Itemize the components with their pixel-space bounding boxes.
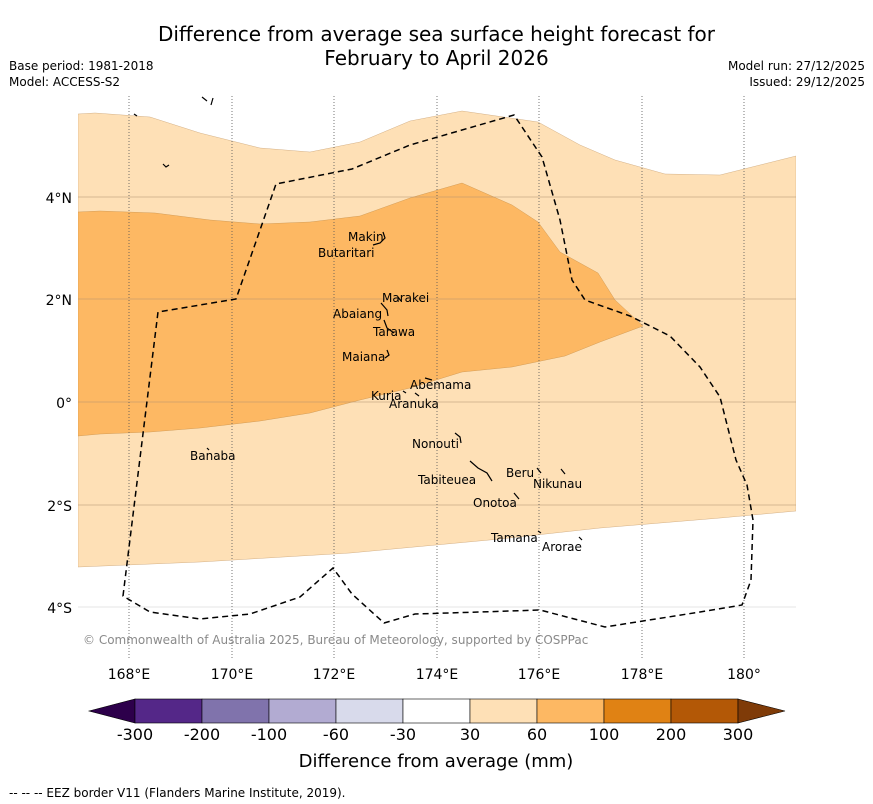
- lon-tick-168e: 168°E: [108, 667, 151, 683]
- colorbar-tick: 30: [460, 725, 480, 744]
- island-abaiang: [380, 302, 389, 317]
- island-tabiteuea: [469, 460, 493, 482]
- lon-tick-180: 180°: [727, 667, 761, 683]
- colorbar-ticks: -300 -200 -100 -60 -30 30 60 100 200 300: [117, 725, 753, 744]
- label-makin: Makin: [348, 230, 384, 244]
- islands: [133, 113, 583, 541]
- colorbar-tick: -30: [390, 725, 416, 744]
- label-arorae: Arorae: [542, 540, 582, 554]
- title-line-2: February to April 2026: [324, 46, 549, 70]
- island-arorae: [578, 536, 583, 541]
- issued-date: Issued: 29/12/2025: [749, 75, 865, 89]
- island-nonouti: [454, 432, 462, 444]
- lat-tick-2s: 2°S: [47, 499, 72, 515]
- island-makin: [372, 231, 386, 246]
- lon-gridlines: [128, 96, 745, 658]
- colorbar-tick: -100: [251, 725, 287, 744]
- label-maiana: Maiana: [342, 350, 385, 364]
- map-area: Makin Butaritari Marakei Abaiang Tarawa …: [78, 96, 796, 658]
- eez-footnote: -- -- -- EEZ border V11 (Flanders Marine…: [9, 786, 346, 800]
- island-north-a: [133, 113, 138, 117]
- label-abaiang: Abaiang: [333, 307, 382, 321]
- title-line-1: Difference from average sea surface heig…: [157, 22, 716, 46]
- base-period: Base period: 1981-2018: [9, 59, 154, 73]
- colorbar-tick: -60: [323, 725, 349, 744]
- island-marakei: [397, 296, 402, 302]
- colorbar-bin-p100-p200: [603, 698, 672, 724]
- lat-tick-0: 0°: [56, 396, 72, 412]
- colorbar-tick: 300: [723, 725, 754, 744]
- label-aranuka: Aranuka: [389, 397, 439, 411]
- colorbar-bin-n200-n100: [201, 698, 270, 724]
- colorbar-extend-low: [87, 698, 136, 724]
- copyright-notice: © Commonwealth of Australia 2025, Bureau…: [83, 633, 588, 647]
- colorbar-tick: 200: [656, 725, 687, 744]
- model-run: Model run: 27/12/2025: [727, 59, 865, 73]
- lon-tick-174e: 174°E: [416, 667, 459, 683]
- colorbar-bin-n100-n60: [268, 698, 337, 724]
- lon-tick-172e: 172°E: [313, 667, 356, 683]
- lon-tick-170e: 170°E: [211, 667, 254, 683]
- lat-tick-4s: 4°S: [47, 601, 72, 617]
- label-nonouti: Nonouti: [412, 437, 459, 451]
- colorbar-bin-p30-p60: [469, 698, 538, 724]
- island-tamana: [537, 530, 542, 534]
- eez-fragment-north: [201, 96, 214, 106]
- lat-tick-4n: 4°N: [46, 191, 72, 207]
- island-onotoa: [513, 492, 520, 500]
- colorbar-bin-n30-p30: [402, 698, 471, 724]
- colorbar-extend-high: [737, 698, 786, 724]
- island-banaba: [206, 447, 210, 451]
- colorbar-tick: 60: [527, 725, 547, 744]
- label-onotoa: Onotoa: [473, 496, 517, 510]
- colorbar-bin-p60-p100: [536, 698, 605, 724]
- label-banaba: Banaba: [190, 449, 236, 463]
- island-tarawa: [383, 319, 395, 334]
- label-marakei: Marakei: [382, 291, 429, 305]
- label-beru: Beru: [506, 466, 534, 480]
- colorbar-bin-n60-n30: [335, 698, 404, 724]
- eez-border: [122, 114, 754, 628]
- island-kuria: [402, 390, 407, 394]
- island-maiana: [384, 349, 390, 359]
- label-abemama: Abemama: [410, 378, 471, 392]
- lon-axis: 168°E 170°E 172°E 174°E 176°E 178°E 180°: [108, 667, 761, 683]
- label-tamana: Tamana: [490, 531, 538, 545]
- model-info: Base period: 1981-2018 Model: ACCESS-S2: [9, 58, 154, 90]
- colorbar-label: Difference from average (mm): [299, 751, 574, 772]
- colorbar: [87, 698, 786, 724]
- island-north-b: [162, 163, 170, 168]
- lat-axis: 4°N 2°N 0° 2°S 4°S: [46, 191, 73, 617]
- band-60-100: [78, 182, 644, 437]
- lon-tick-178e: 178°E: [621, 667, 664, 683]
- label-butaritari: Butaritari: [318, 246, 375, 260]
- run-info: Model run: 27/12/2025 Issued: 29/12/2025: [728, 58, 865, 90]
- lon-tick-176e: 176°E: [518, 667, 561, 683]
- island-abemama: [424, 377, 433, 381]
- colorbar-tick: -200: [184, 725, 220, 744]
- island-aranuka: [414, 392, 420, 397]
- lat-tick-2n: 2°N: [46, 293, 72, 309]
- island-nikunau: [560, 468, 566, 475]
- model-name: Model: ACCESS-S2: [9, 75, 121, 89]
- colorbar-bin-p200-p300: [670, 698, 739, 724]
- island-beru: [536, 467, 542, 474]
- label-kuria: Kuria: [371, 389, 402, 403]
- label-nikunau: Nikunau: [533, 477, 582, 491]
- label-tabiteuea: Tabiteuea: [417, 473, 476, 487]
- colorbar-tick: -300: [117, 725, 153, 744]
- colorbar-tick: 100: [589, 725, 620, 744]
- map-title: Difference from average sea surface heig…: [0, 22, 873, 70]
- colorbar-bin-n300-n200: [134, 698, 203, 724]
- label-tarawa: Tarawa: [372, 325, 415, 339]
